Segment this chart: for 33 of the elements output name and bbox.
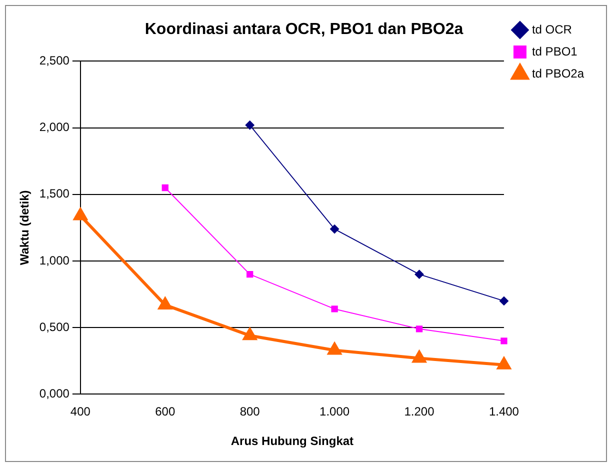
legend-label: td PBO1 (532, 44, 578, 58)
x-axis-title: Arus Hubung Singkat (230, 434, 354, 448)
y-tick-label: 0,500 (39, 320, 70, 334)
point (412, 350, 426, 363)
x-tick-label: 600 (155, 404, 176, 419)
y-tick-label: 1,000 (39, 253, 70, 268)
point (243, 328, 257, 340)
point (162, 184, 168, 192)
x-tick-label: 1.000 (320, 404, 350, 419)
x-tick-label: 800 (240, 404, 260, 419)
x-tick-label: 1.200 (404, 404, 435, 419)
y-tick-label: 1,500 (39, 186, 70, 201)
point (497, 357, 511, 370)
x-tick-label: 1.400 (488, 404, 520, 419)
chart-title: Koordinasi antara OCR, PBO1 dan PBO2a (144, 21, 464, 38)
point (245, 120, 254, 130)
point (331, 306, 338, 312)
point (500, 338, 508, 344)
y-tick-label: 2,000 (39, 120, 70, 134)
y-tick-label: 2,500 (39, 54, 70, 68)
point (414, 270, 424, 279)
x-tick-label: 400 (70, 404, 91, 419)
y-tick-label: 0,000 (39, 386, 70, 401)
point (74, 208, 88, 220)
legend-label: td OCR (532, 22, 572, 36)
point (499, 296, 508, 306)
point (158, 297, 172, 310)
point (416, 326, 423, 332)
y-axis-title: Waktu (detik) (18, 190, 32, 266)
point (328, 342, 342, 355)
point (330, 224, 340, 234)
point (246, 270, 254, 278)
legend-label: td PBO2a (532, 66, 584, 80)
